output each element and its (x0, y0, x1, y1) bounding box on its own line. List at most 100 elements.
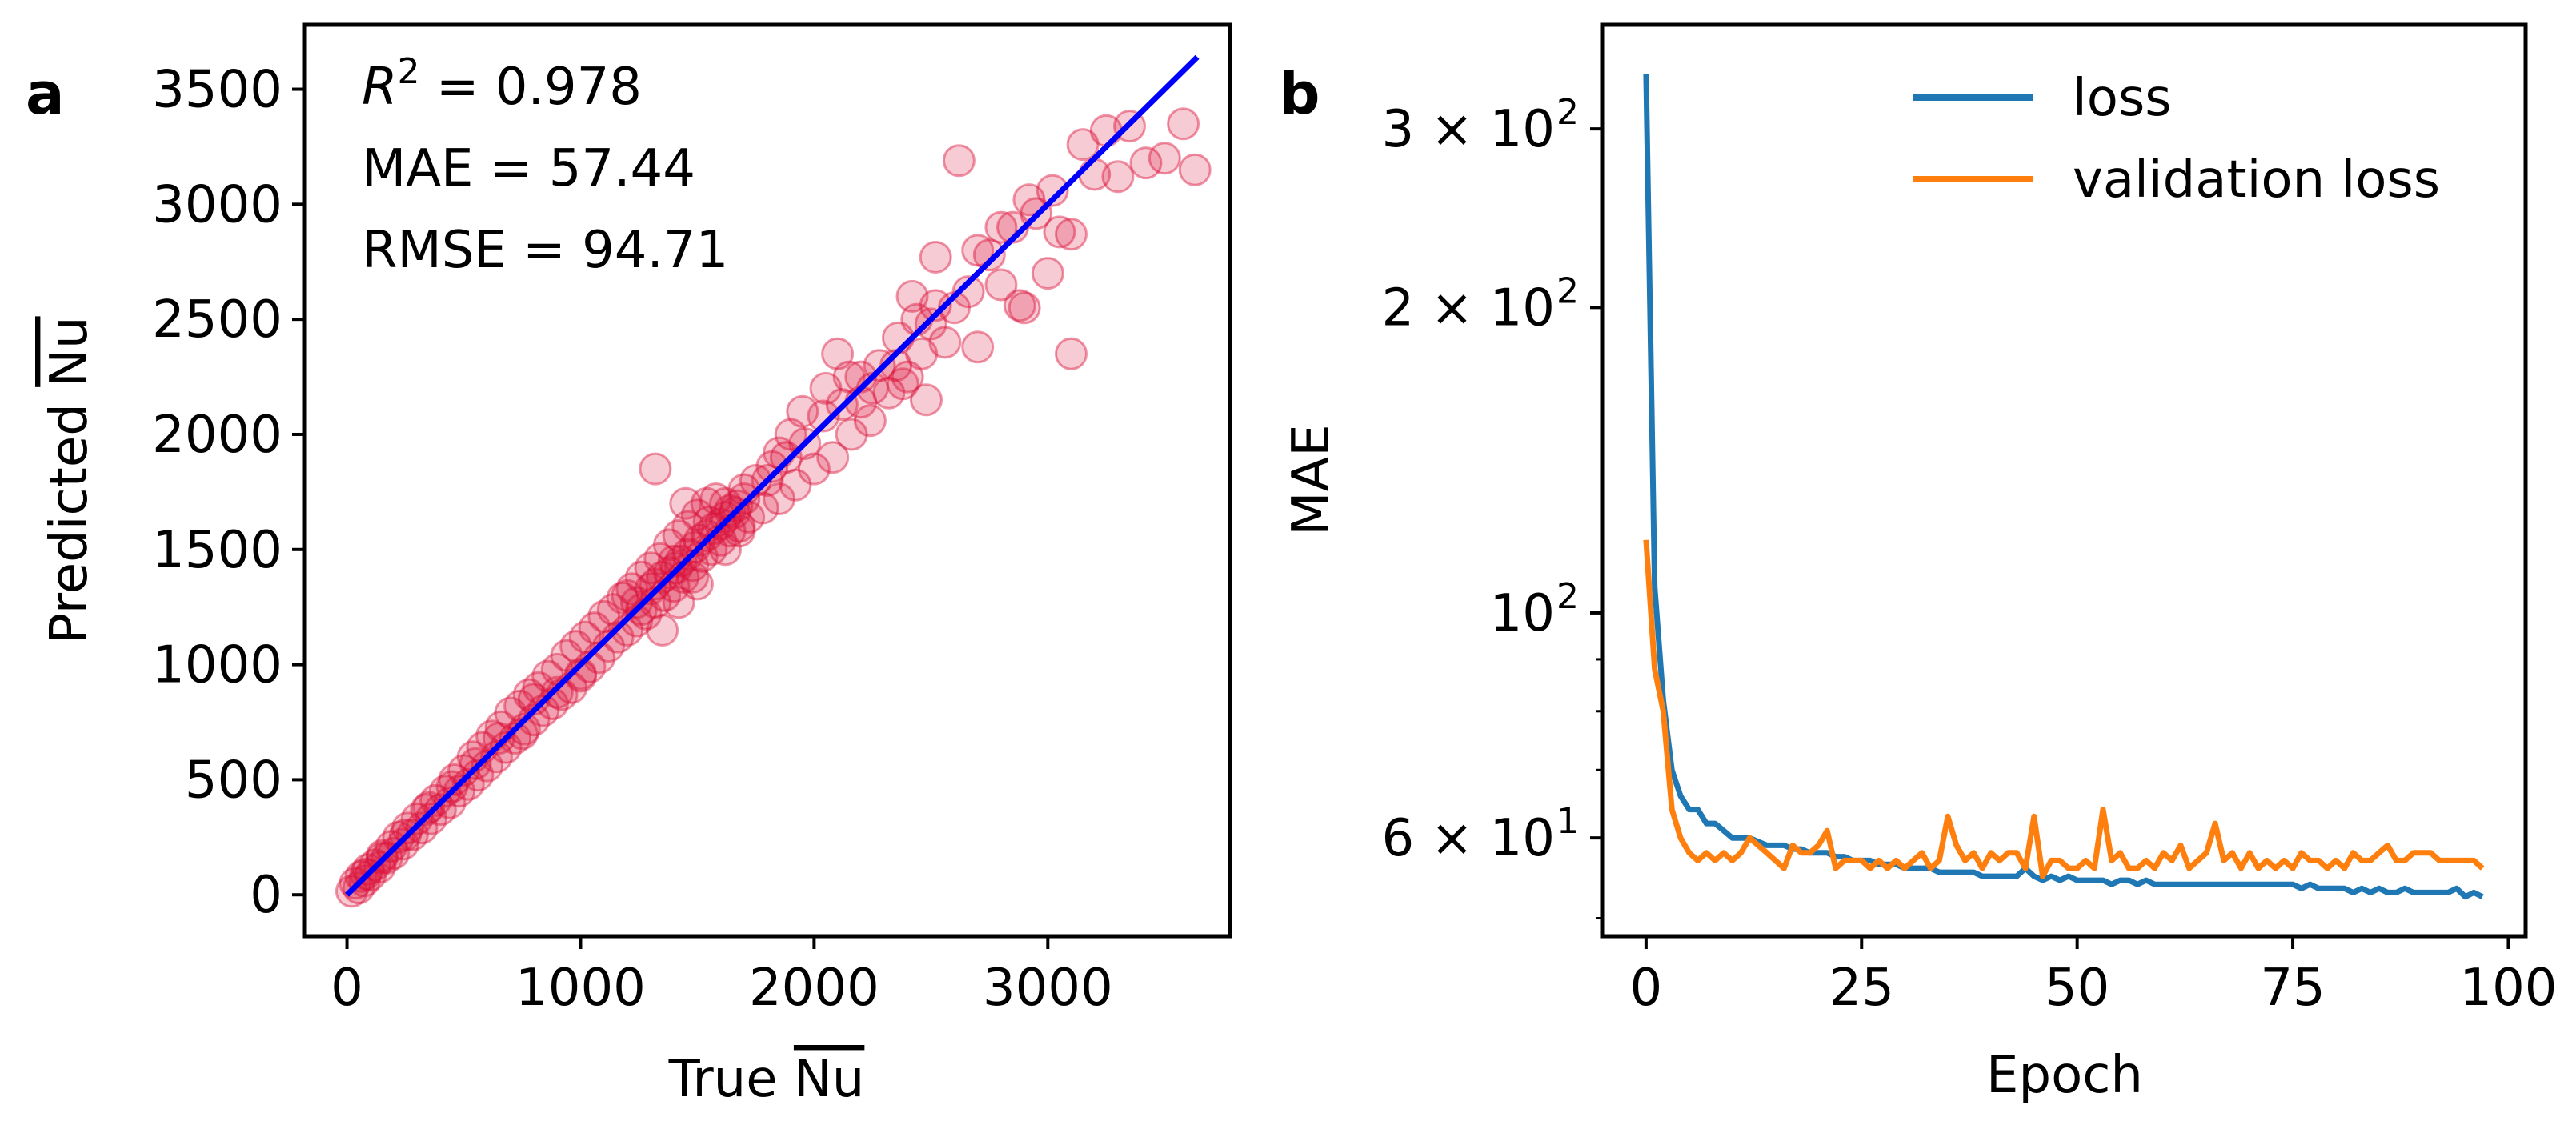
scatter-point (363, 851, 396, 884)
scatter-point (499, 722, 532, 755)
scatter-point (835, 418, 868, 451)
panel-b-label: b (1279, 60, 1320, 127)
legend-label-validation-loss: validation loss (2073, 150, 2440, 210)
scatter-point (1167, 107, 1200, 141)
scatter-point (1066, 128, 1100, 162)
scatter-point (872, 376, 906, 410)
scatter-point (919, 289, 952, 322)
y-tick-label-a: 3000 (152, 175, 282, 234)
scatter-point (479, 740, 513, 774)
scatter-point (919, 241, 952, 274)
x-axis-label-a: True Nu (668, 1050, 865, 1109)
x-tick-label-b: 100 (2459, 959, 2557, 1018)
y-axis-label-a: Predicted Nu (40, 316, 99, 643)
scatter-point (972, 238, 1006, 272)
scatter-point (1003, 289, 1036, 322)
scatter-point (1055, 337, 1088, 370)
scatter-point (517, 703, 551, 737)
y-tick-label-a: 0 (250, 866, 282, 925)
scatter-point (592, 630, 625, 663)
scatter-point (942, 144, 976, 178)
y-tick-label-b-exponent: 2 (1556, 270, 1579, 311)
scatter-point (615, 572, 649, 606)
scatter-point (433, 786, 467, 819)
x-tick-label-a: 1000 (515, 959, 646, 1018)
scatter-point (713, 494, 747, 527)
x-tick-label-a: 3000 (983, 959, 1113, 1018)
scatter-point (540, 675, 574, 709)
scatter-point (423, 793, 457, 827)
scatter-point (664, 544, 698, 578)
scatter-point (961, 234, 995, 267)
scatter-point (527, 694, 560, 727)
scatter-point (1008, 291, 1041, 325)
scatter-point (559, 630, 593, 663)
scatter-point (1012, 183, 1046, 217)
scatter-point (512, 678, 546, 711)
scatter-point (482, 722, 515, 755)
scatter-point (1178, 153, 1212, 186)
scatter-point (624, 560, 658, 594)
series-line-loss (1643, 74, 2484, 900)
x-axis-label-a-prefix: True (668, 1050, 794, 1109)
scatter-point (652, 556, 686, 590)
scatter-point (639, 452, 672, 486)
scatter-point (910, 383, 943, 417)
scatter-point (709, 533, 742, 566)
scatter-point (755, 450, 789, 483)
scatter-point (816, 441, 850, 474)
scatter-point (680, 567, 714, 601)
scatter-point (797, 452, 831, 486)
scatter-point (984, 268, 1018, 302)
y-tick-label-a: 2000 (152, 406, 282, 465)
scatter-point (746, 491, 779, 525)
scatter-point (564, 657, 597, 691)
y-tick-label-b: 2 × 10 (1382, 278, 1555, 338)
scatter-point (709, 501, 742, 534)
scatter-point (596, 593, 630, 627)
scatter-point (489, 731, 523, 764)
y-tick-label-b-exponent: 1 (1556, 801, 1579, 842)
scatter-point (821, 337, 855, 370)
x-axis-label-b: Epoch (1986, 1046, 2143, 1105)
scatter-point (914, 307, 947, 341)
scatter-point (1031, 257, 1064, 290)
scatter-point (662, 519, 695, 552)
scatter-point (461, 759, 495, 792)
scatter-point (634, 572, 667, 606)
legend-label-loss: loss (2073, 69, 2172, 128)
scatter-point (786, 394, 819, 428)
scatter-point (863, 349, 896, 382)
y-tick-label-a: 2500 (152, 290, 282, 350)
scatter-point (1129, 146, 1163, 180)
scatter-point (624, 593, 658, 627)
x-axis-label-a-symbol: Nu (794, 1050, 864, 1109)
scatter-point (891, 360, 924, 394)
x-tick-label-b: 0 (1630, 959, 1663, 1018)
scatter-point (690, 486, 723, 520)
r2-annotation: R2 = 0.978 (362, 51, 642, 117)
x-tick-label-b: 75 (2260, 959, 2325, 1018)
scatter-point (683, 523, 716, 557)
rmse-annotation: RMSE = 94.71 (362, 221, 728, 280)
scatter-point (1043, 215, 1076, 249)
scatter-point (1055, 218, 1088, 251)
scatter-point (568, 620, 602, 654)
scatter-point (377, 837, 411, 870)
scatter-point (1148, 142, 1181, 175)
scatter-point (606, 581, 639, 615)
scatter-point (774, 418, 807, 451)
scatter-point (471, 749, 504, 783)
scatter-points (335, 107, 1212, 908)
x-tick-label-a: 2000 (749, 959, 879, 1018)
scatter-point (587, 599, 621, 633)
scatter-point (447, 754, 480, 787)
scatter-point (671, 510, 705, 543)
scatter-point (382, 820, 415, 854)
x-tick-label-b: 25 (1829, 959, 1894, 1018)
scatter-point (611, 579, 644, 612)
mae-annotation: MAE = 57.44 (362, 139, 695, 198)
axes-b-frame (1600, 22, 2528, 939)
